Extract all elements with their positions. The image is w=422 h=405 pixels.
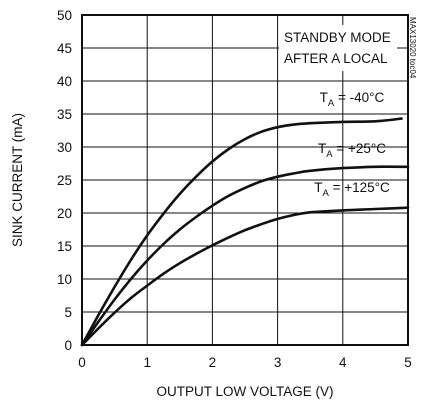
y-tick-label: 5 (64, 305, 72, 320)
y-tick-label: 20 (57, 206, 72, 221)
y-tick-label: 0 (64, 338, 72, 353)
series-label-main: T (318, 141, 326, 156)
series-label-sub: A (328, 98, 335, 109)
y-axis-ticks: 0 5 10 15 20 25 30 35 40 45 50 (57, 8, 72, 353)
annotation-backdrop (279, 25, 397, 71)
x-axis-label: OUTPUT LOW VOLTAGE (V) (156, 384, 333, 399)
y-tick-label: 50 (57, 8, 72, 23)
series-label-1: TA = +25°C (318, 141, 386, 160)
y-tick-label: 25 (57, 173, 72, 188)
series-label-sub: A (322, 188, 329, 199)
y-tick-label: 35 (57, 107, 72, 122)
series-label-rest: = +25°C (333, 141, 387, 156)
y-tick-label: 10 (57, 272, 72, 287)
x-tick-label: 2 (209, 355, 217, 370)
plot-frame (81, 14, 409, 346)
x-tick-label: 3 (274, 355, 282, 370)
series-label-main: T (320, 90, 328, 105)
series-labels: TA = -40°CTA = +25°CTA = +125°C (314, 90, 390, 199)
figure-id: MAX13020 toc04 (408, 17, 417, 79)
series-label-main: T (314, 180, 322, 195)
y-tick-label: 45 (57, 41, 72, 56)
y-tick-label: 15 (57, 239, 72, 254)
series-label-rest: = -40°C (334, 90, 384, 105)
x-tick-label: 0 (78, 355, 86, 370)
series-curves (80, 117, 410, 347)
series-line-0 (80, 117, 403, 347)
series-label-2: TA = +125°C (314, 180, 390, 199)
x-tick-label: 5 (404, 355, 412, 370)
y-tick-label: 30 (57, 140, 72, 155)
series-label-0: TA = -40°C (320, 90, 385, 109)
x-tick-label: 1 (143, 355, 151, 370)
series-label-sub: A (326, 149, 333, 160)
series-line-1 (80, 165, 410, 347)
y-tick-label: 40 (57, 74, 72, 89)
series-line-2 (80, 206, 410, 347)
annotation-line-1: STANDBY MODE (284, 30, 391, 45)
y-axis-label: SINK CURRENT (mA) (10, 113, 25, 247)
series-label-rest: = +125°C (329, 180, 390, 195)
x-axis-ticks: 0 1 2 3 4 5 (78, 355, 412, 370)
x-tick-label: 4 (339, 355, 347, 370)
annotation-line-2: AFTER A LOCAL (284, 51, 388, 66)
